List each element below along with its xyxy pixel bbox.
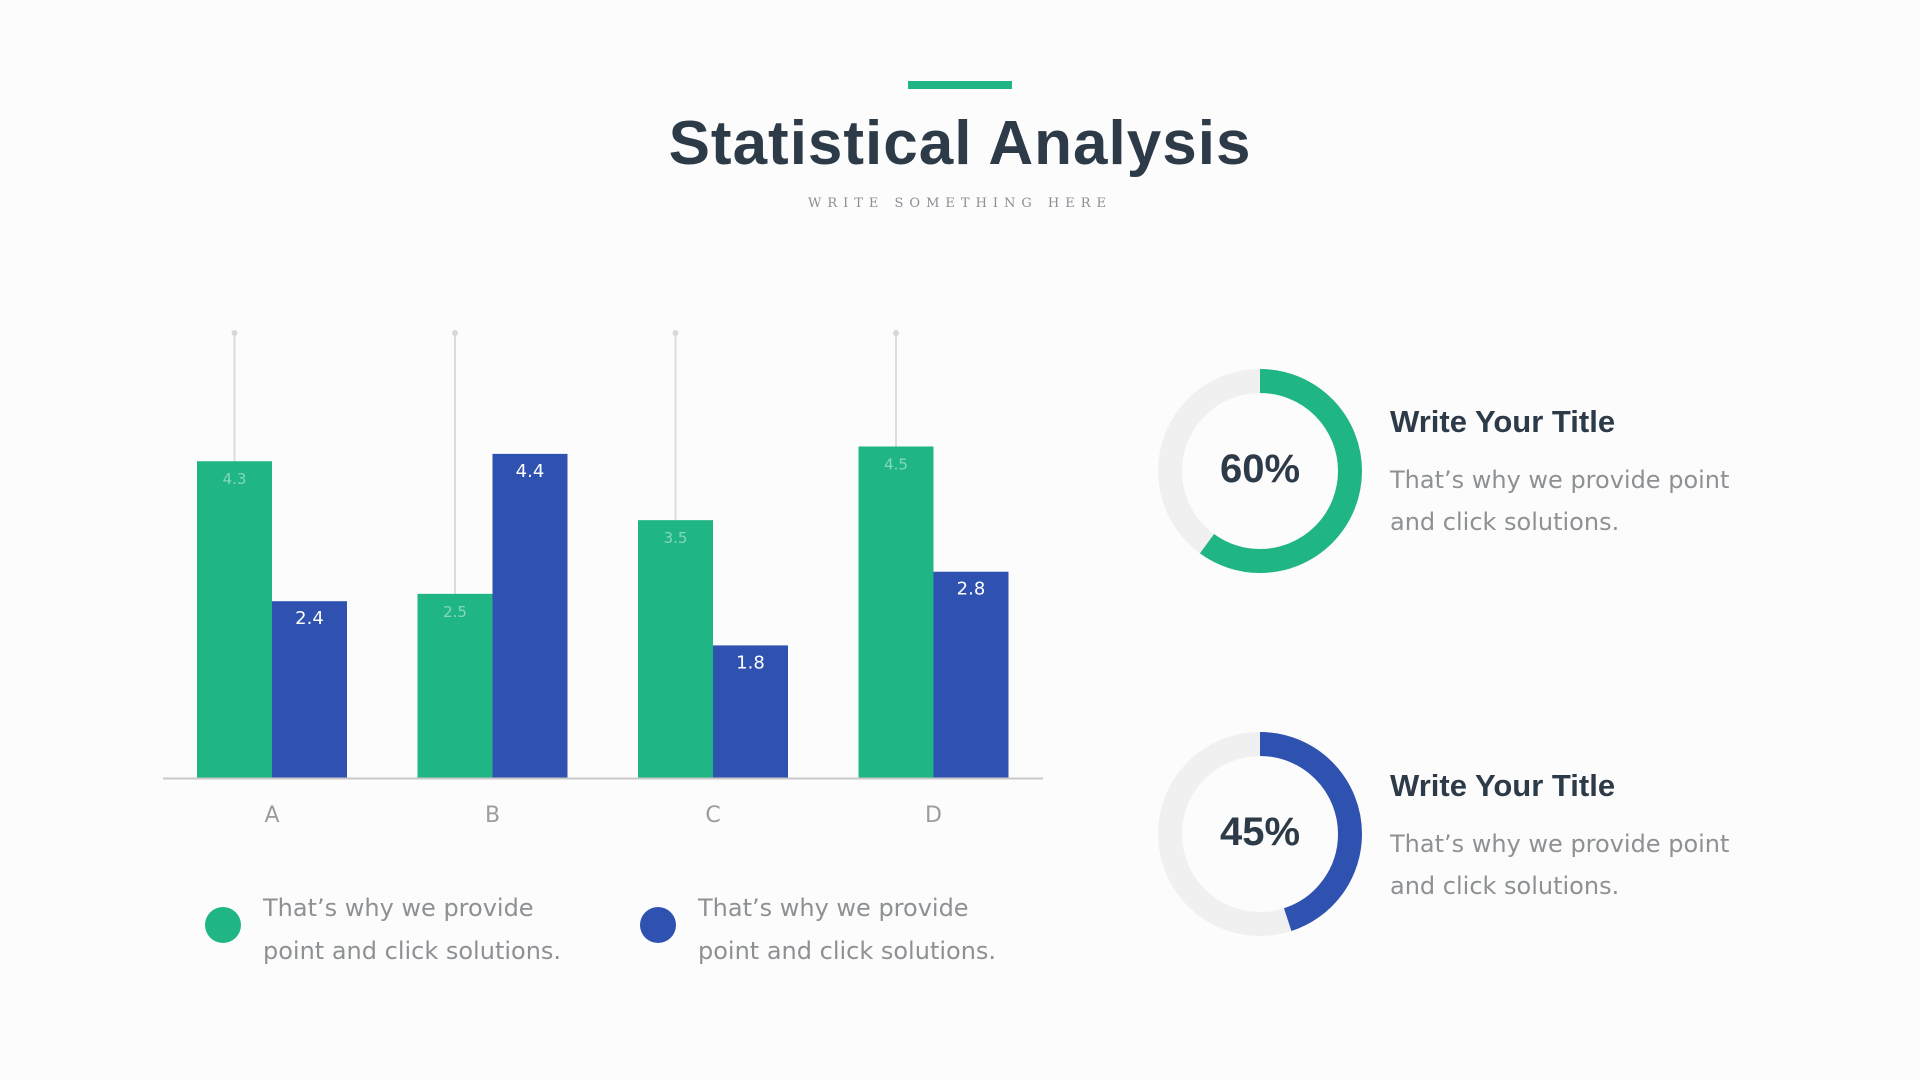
legend-text: That’s why we provide point and click so… [698, 894, 997, 965]
card-title: Write Your Title [1390, 768, 1616, 803]
gauge-arc [1158, 732, 1362, 936]
data-label: 1.8 [736, 652, 765, 673]
donut-gauge-45 [1158, 732, 1362, 936]
bar-D-1 [858, 446, 934, 778]
bar-D-2 [933, 571, 1009, 778]
bar-C-1 [638, 520, 713, 778]
bar-A-1 [197, 461, 272, 778]
bar-A-2 [272, 601, 347, 778]
x-tick-label: C [705, 803, 720, 828]
gauge-arc [1158, 369, 1362, 573]
bar-C-2 [713, 645, 788, 778]
legend-item-series-2: That’s why we provide point and click so… [640, 887, 1018, 973]
legend-dot-blue-icon [640, 907, 676, 943]
gauge-value: 60% [1219, 447, 1301, 491]
card-text: That’s why we provide point and click so… [1390, 830, 1730, 900]
legend-item-series-1: That’s why we provide point and click so… [205, 887, 583, 973]
stem-dot [893, 330, 899, 336]
data-label: 3.5 [664, 529, 688, 547]
data-label: 2.5 [443, 603, 467, 621]
gauge-value: 45% [1219, 810, 1301, 854]
title-accent-bar [908, 81, 1012, 89]
x-tick-label: B [485, 803, 500, 828]
stem-dot [231, 330, 238, 336]
data-label: 2.4 [295, 608, 324, 629]
x-tick-label: A [264, 803, 279, 828]
page-title: Statistical Analysis [668, 109, 1252, 178]
card-text: That’s why we provide point and click so… [1390, 466, 1730, 536]
legend-dot-green-icon [205, 907, 241, 943]
stem-dot [452, 330, 458, 336]
data-label: 2.8 [957, 579, 986, 600]
x-tick-label: D [925, 803, 942, 828]
bar-B-1 [417, 593, 493, 778]
page-subtitle: WRITE SOMETHING HERE [807, 196, 1113, 211]
bar-B-2 [492, 453, 568, 778]
data-label: 4.5 [884, 456, 908, 474]
data-label: 4.4 [516, 461, 545, 482]
legend-text: That’s why we provide point and click so… [263, 894, 562, 965]
data-label: 4.3 [223, 470, 247, 488]
donut-gauge-60 [1158, 369, 1362, 573]
stem-dot [672, 330, 679, 336]
card-title: Write Your Title [1390, 404, 1616, 439]
